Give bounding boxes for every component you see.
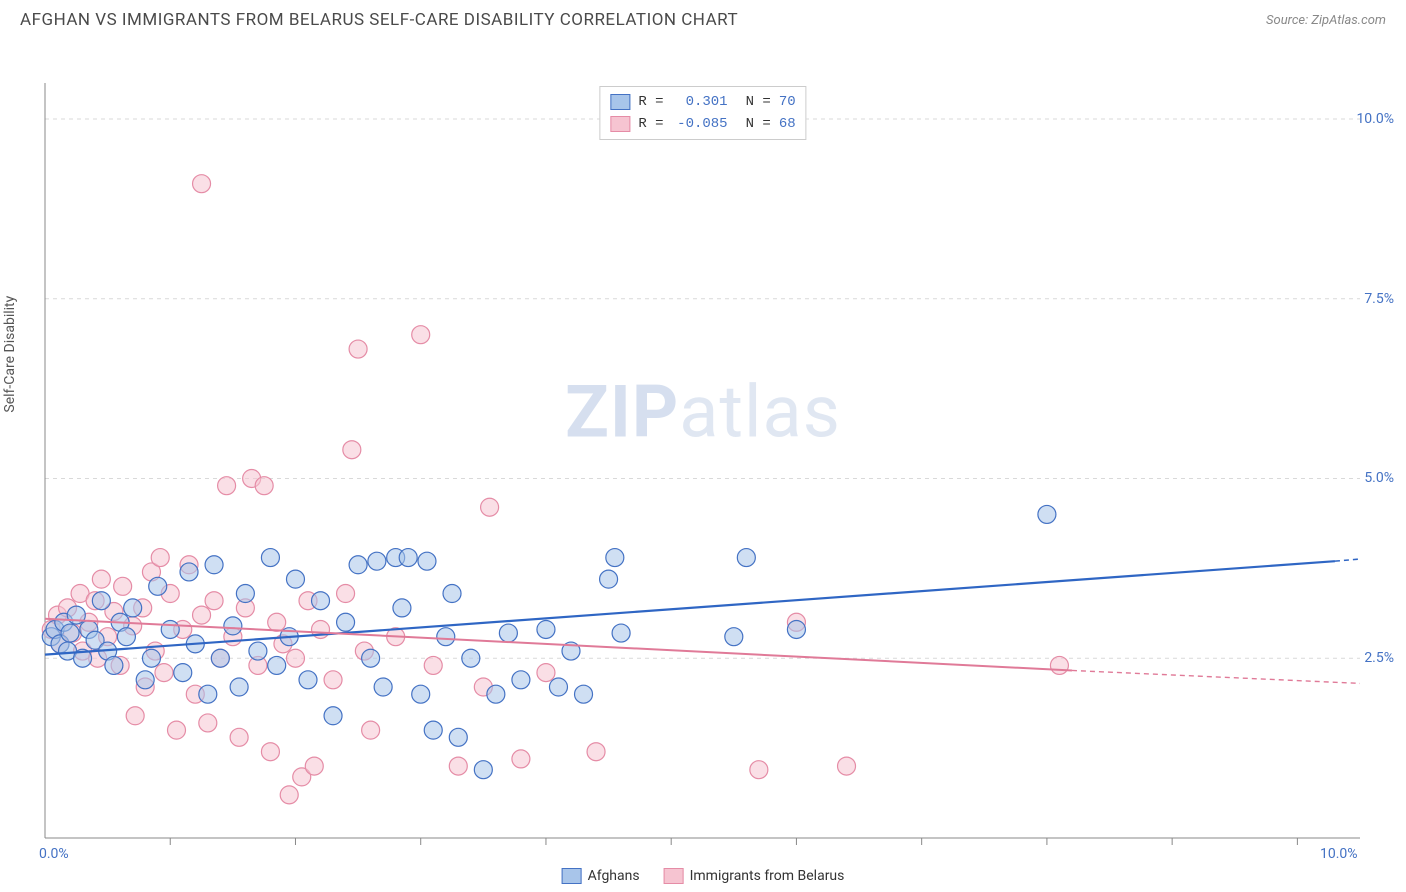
correlation-legend: R = 0.301 N = 70 R = -0.085 N = 68 <box>599 86 806 140</box>
legend-swatch <box>562 868 582 884</box>
chart-area: Self-Care Disability ZIPatlas R =0.301N … <box>0 38 1406 888</box>
r-label: R = <box>638 91 663 113</box>
legend-series-item: Afghans <box>562 868 640 884</box>
n-value: 70 <box>779 91 796 113</box>
legend-swatch <box>610 116 630 132</box>
n-value: 68 <box>779 113 796 135</box>
y-tick-label: 2.5% <box>1364 650 1394 666</box>
source-attribution: Source: ZipAtlas.com <box>1266 13 1386 28</box>
chart-title: AFGHAN VS IMMIGRANTS FROM BELARUS SELF-C… <box>20 10 738 30</box>
series-legend: Afghans Immigrants from Belarus <box>562 868 845 884</box>
y-tick-label: 10.0% <box>1356 111 1394 127</box>
legend-stat-row: R = 0.301 N = 70 <box>610 91 795 113</box>
x-tick-label-right: 10.0% <box>1320 846 1358 862</box>
legend-stat-row: R = -0.085 N = 68 <box>610 113 795 135</box>
y-tick-label: 5.0% <box>1364 470 1394 486</box>
r-value: -0.085 <box>672 113 728 135</box>
n-label: N = <box>746 91 771 113</box>
chart-header: AFGHAN VS IMMIGRANTS FROM BELARUS SELF-C… <box>0 0 1406 38</box>
y-tick-label: 7.5% <box>1364 291 1394 307</box>
n-label: N = <box>746 113 771 135</box>
y-axis-label: Self-Care Disability <box>2 296 18 413</box>
legend-swatch <box>610 94 630 110</box>
legend-series-label: Afghans <box>588 868 640 884</box>
scatter-plot-svg <box>0 38 1406 888</box>
legend-swatch <box>664 868 684 884</box>
r-label: R = <box>638 113 663 135</box>
legend-series-item: Immigrants from Belarus <box>664 868 845 884</box>
r-value: 0.301 <box>672 91 728 113</box>
legend-series-label: Immigrants from Belarus <box>690 868 845 884</box>
x-tick-label-left: 0.0% <box>39 846 69 862</box>
